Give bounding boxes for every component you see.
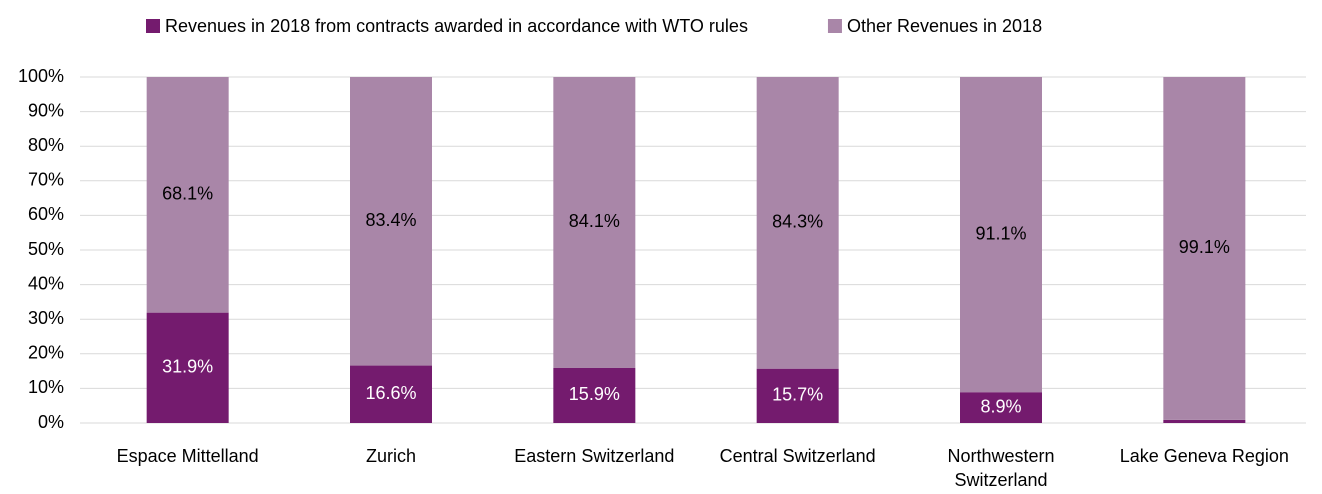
legend-swatch (146, 19, 160, 33)
bar-segment (960, 77, 1042, 393)
bar-segment (553, 77, 636, 368)
x-tick-label: Espace Mittelland (116, 446, 259, 466)
y-tick-label: 60% (28, 204, 64, 224)
y-tick-label: 0% (38, 412, 64, 432)
data-label: 15.9% (569, 384, 620, 404)
y-tick-label: 80% (28, 135, 64, 155)
bar-segment (1163, 419, 1246, 423)
y-tick-label: 10% (28, 377, 64, 397)
legend-label: Revenues in 2018 from contracts awarded … (165, 16, 748, 36)
bar-segment (1163, 77, 1246, 420)
bar-segment (960, 392, 1042, 423)
x-tick-label: Lake Geneva Region (1119, 446, 1289, 466)
y-tick-label: 100% (18, 66, 64, 86)
x-tick-label: Eastern Switzerland (514, 446, 675, 466)
bar-segment (350, 365, 432, 423)
data-label: 91.1% (975, 223, 1026, 243)
bar-segment (756, 368, 839, 423)
y-tick-label: 90% (28, 100, 64, 120)
y-tick-label: 70% (28, 170, 64, 190)
bar-segment (350, 77, 432, 366)
data-label: 84.1% (569, 211, 620, 231)
y-tick-label: 40% (28, 273, 64, 293)
y-tick-label: 20% (28, 343, 64, 363)
data-label: 16.6% (365, 383, 416, 403)
bar-segment (146, 77, 229, 313)
data-label: 31.9% (162, 357, 213, 377)
data-label: 83.4% (365, 210, 416, 230)
data-label: 84.3% (772, 212, 823, 232)
legend-label: Other Revenues in 2018 (847, 16, 1042, 36)
y-tick-label: 50% (28, 239, 64, 259)
bar-segment (146, 312, 229, 423)
bar-segment (553, 367, 636, 423)
y-tick-label: 30% (28, 308, 64, 328)
data-label: 99.1% (1179, 237, 1230, 257)
data-label: 8.9% (980, 396, 1021, 416)
bar-segment (756, 77, 839, 369)
data-label: 15.7% (772, 385, 823, 405)
x-tick-label: Zurich (365, 446, 416, 466)
x-tick-label: Central Switzerland (719, 446, 876, 466)
legend-swatch (827, 19, 842, 33)
x-tick-label: Northwestern Switzerland (947, 446, 1055, 490)
data-label: 68.1% (162, 184, 213, 204)
